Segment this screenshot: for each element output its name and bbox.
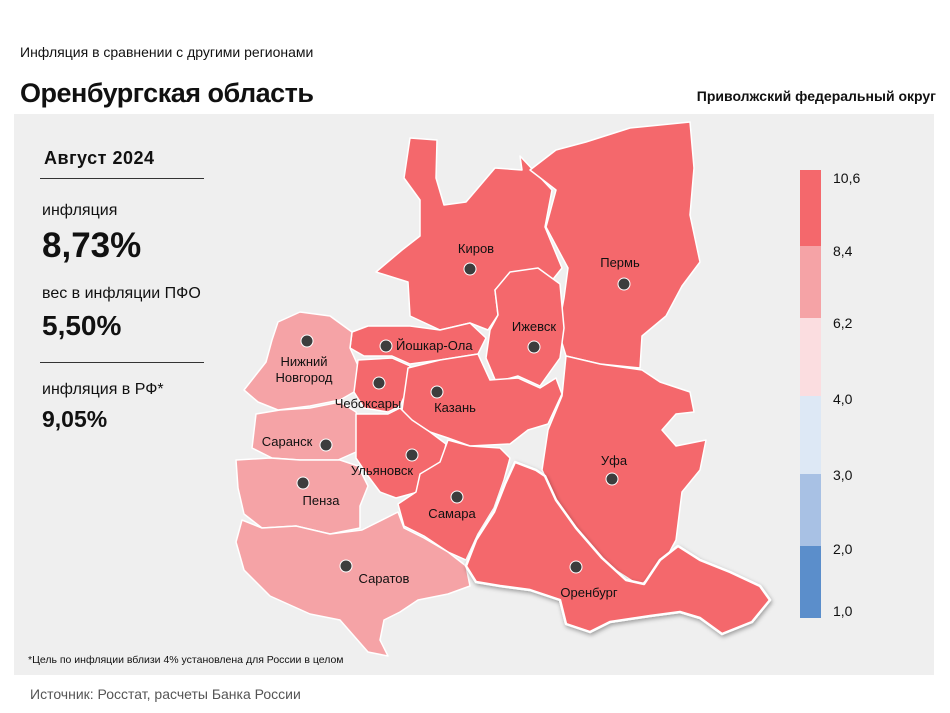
city-marker (605, 472, 619, 486)
weight-label: вес в инфляции ПФО (42, 285, 201, 302)
city-marker (379, 339, 393, 353)
city-label: Самара (428, 506, 476, 521)
district-label: Приволжский федеральный округ (696, 88, 936, 104)
city-label: Киров (458, 241, 494, 256)
region-nizhny (243, 311, 361, 411)
city-marker (527, 340, 541, 354)
city-label: Саранск (262, 434, 313, 449)
period-label: Август 2024 (44, 148, 155, 168)
source-note: Источник: Росстат, расчеты Банка России (30, 686, 301, 702)
city-marker (617, 277, 631, 291)
legend-tick-label: 6,2 (833, 315, 853, 331)
legend-swatch (800, 474, 821, 546)
russia-inflation-label: инфляция в РФ* (42, 381, 164, 398)
inflation-value: 8,73% (42, 226, 142, 265)
region-udmurtia (485, 267, 565, 387)
city-marker (450, 490, 464, 504)
city-label: Казань (434, 400, 476, 415)
city-label: Ульяновск (351, 463, 413, 478)
city-label: Нижний Новгород (276, 354, 333, 385)
region-saratov (235, 511, 471, 657)
city-label: Чебоксары (335, 396, 402, 411)
legend-swatch (800, 318, 821, 396)
city-marker (296, 476, 310, 490)
legend-swatch (800, 246, 821, 318)
region-orenburg (464, 460, 772, 636)
legend-tick-label: 10,6 (833, 170, 860, 186)
city-label: Йошкар-Ола (396, 338, 473, 353)
russia-inflation-value: 9,05% (42, 406, 108, 432)
city-label: Пенза (303, 493, 341, 508)
city-label: Оренбург (560, 585, 617, 600)
city-marker (319, 438, 333, 452)
inflation-label: инфляция (42, 202, 118, 219)
legend-swatch (800, 170, 821, 246)
footnote: *Цель по инфляции вблизи 4% установлена … (28, 654, 344, 666)
city-label: Пермь (600, 255, 640, 270)
city-marker (372, 376, 386, 390)
legend-tick-label: 1,0 (833, 603, 853, 619)
city-label: Ижевск (512, 319, 557, 334)
page-title: Оренбургская область (20, 78, 314, 108)
legend-swatch (800, 396, 821, 474)
legend-tick-label: 4,0 (833, 391, 853, 407)
city-marker (463, 262, 477, 276)
city-marker (430, 385, 444, 399)
subtitle: Инфляция в сравнении с другими регионами (20, 44, 314, 60)
city-label: Саратов (359, 571, 410, 586)
legend-tick-label: 8,4 (833, 243, 853, 259)
legend-tick-label: 2,0 (833, 541, 853, 557)
legend-swatch (800, 546, 821, 618)
divider (40, 362, 204, 363)
weight-value: 5,50% (42, 310, 122, 341)
city-marker (339, 559, 353, 573)
city-marker (569, 560, 583, 574)
divider (40, 178, 204, 179)
city-label: Уфа (601, 453, 628, 468)
region-perm (529, 121, 701, 369)
city-marker (405, 448, 419, 462)
legend-tick-label: 3,0 (833, 467, 853, 483)
region-penza (235, 457, 369, 535)
city-marker (300, 334, 314, 348)
